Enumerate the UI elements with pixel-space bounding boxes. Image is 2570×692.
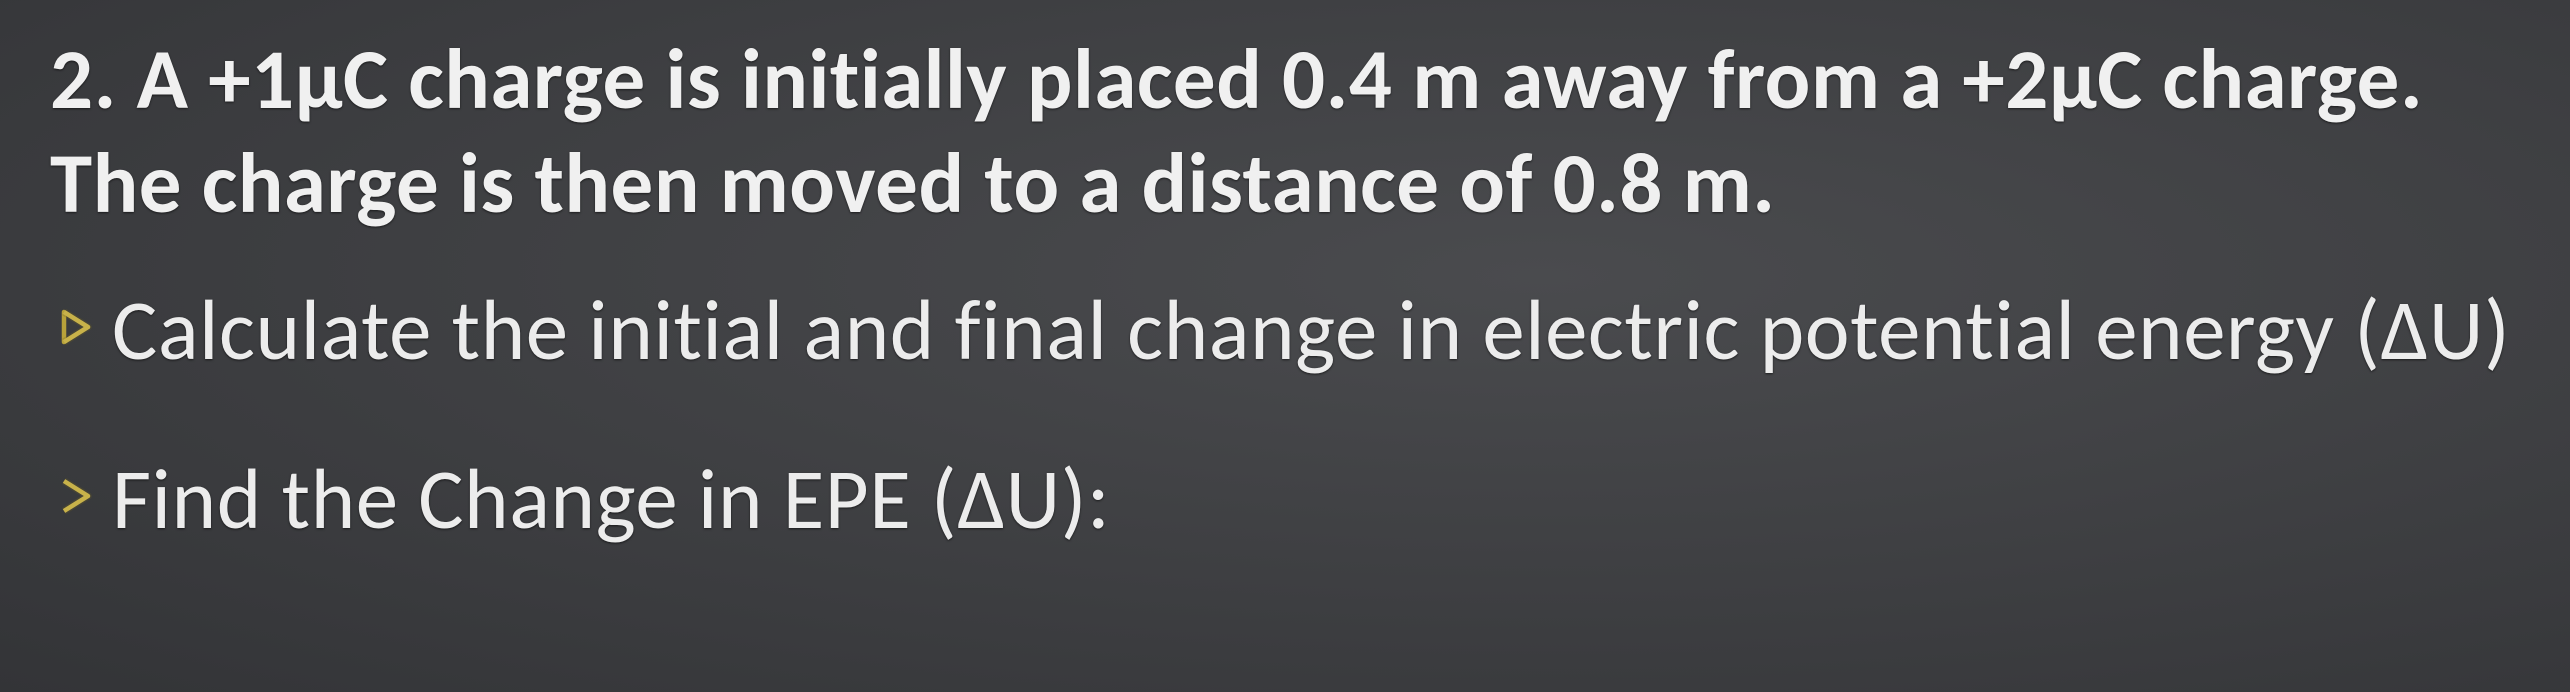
- arrow-bullet-icon: [50, 446, 102, 573]
- bullet-text: Find the Change in EPE (ΔU):: [112, 446, 1110, 553]
- bullet-text: Calculate the initial and final change i…: [112, 277, 2510, 384]
- chevron-right-icon: [58, 478, 94, 514]
- arrow-bullet-icon: [50, 277, 102, 404]
- bullet-item: Find the Change in EPE (ΔU):: [50, 446, 2530, 573]
- problem-statement: 2. A +1µC charge is initially placed 0.4…: [50, 28, 2530, 235]
- chevron-right-icon: [58, 309, 94, 345]
- bullet-item: Calculate the initial and final change i…: [50, 277, 2530, 404]
